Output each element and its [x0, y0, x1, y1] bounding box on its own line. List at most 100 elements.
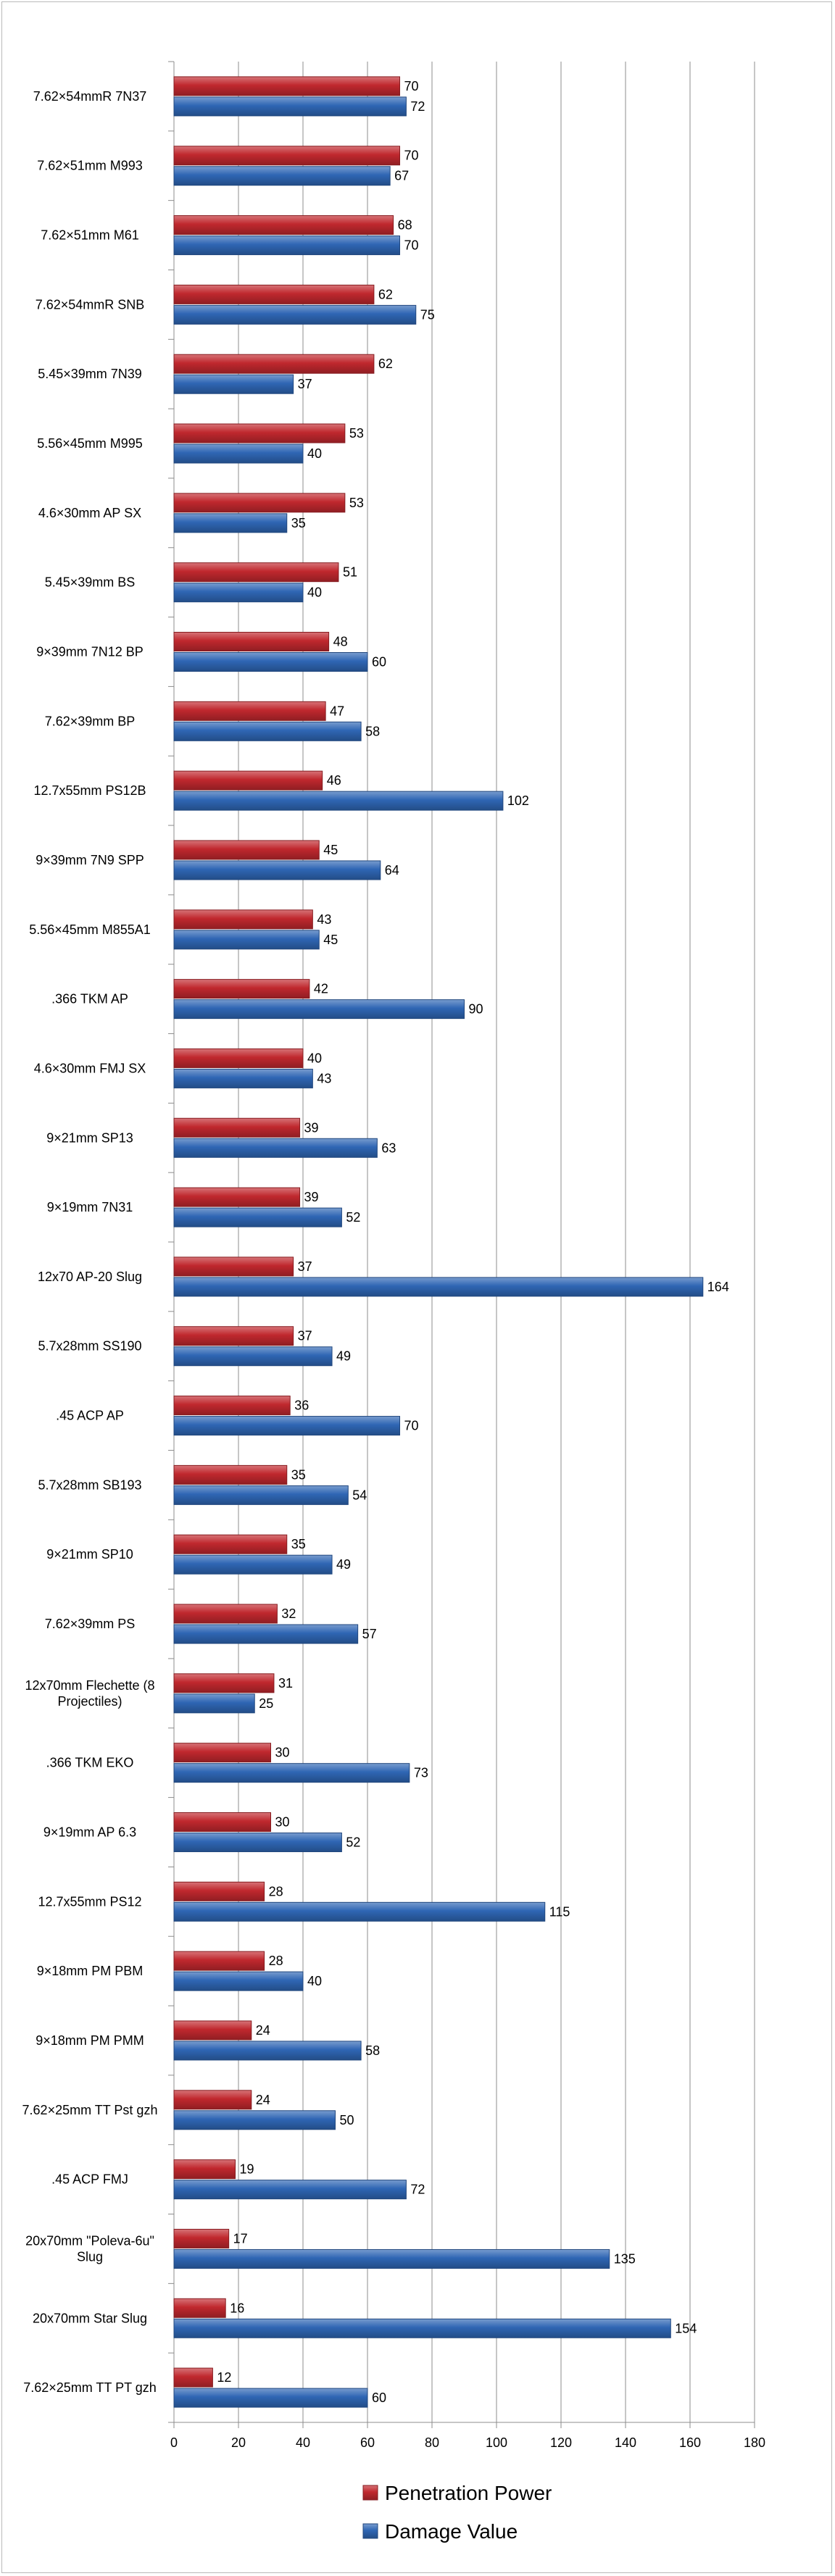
- data-label: 53: [349, 426, 364, 441]
- category-label: 5.56×45mm M855A1: [29, 922, 151, 937]
- data-label: 68: [398, 218, 412, 233]
- data-label: 40: [307, 1974, 322, 1988]
- data-label: 30: [275, 1746, 290, 1760]
- data-label: 37: [298, 377, 312, 391]
- data-label: 35: [291, 1537, 306, 1551]
- penetration-bar: [173, 1464, 288, 1485]
- damage-bar: [173, 374, 294, 394]
- category-label: 7.62×39mm PS: [45, 1617, 136, 1631]
- category-label: 9×39mm 7N12 BP: [36, 645, 144, 659]
- penetration-bar: [173, 423, 346, 443]
- damage-bar: [173, 443, 304, 464]
- data-label: 24: [256, 2093, 270, 2107]
- category-label: 20x70mm Star Slug: [33, 2311, 147, 2325]
- data-label: 39: [304, 1190, 319, 1204]
- penetration-bar: [173, 2159, 236, 2180]
- penetration-bar: [173, 1951, 265, 1971]
- damage-bar: [173, 166, 391, 186]
- damage-bar: [173, 2388, 368, 2408]
- damage-bar: [173, 1624, 359, 1644]
- category-label: 9×19mm AP 6.3: [43, 1825, 136, 1840]
- data-label: 58: [365, 724, 380, 738]
- damage-bar: [173, 1971, 304, 1991]
- data-label: 115: [549, 1904, 570, 1919]
- penetration-bar: [173, 1534, 288, 1554]
- data-label: 52: [346, 1835, 360, 1850]
- damage-bar: [173, 1138, 378, 1158]
- category-label: 5.45×39mm 7N39: [38, 367, 142, 381]
- data-label: 37: [298, 1259, 312, 1274]
- penetration-bar: [173, 146, 400, 166]
- penetration-bar: [173, 979, 310, 999]
- damage-bar: [173, 1901, 546, 1922]
- category-label: 7.62×51mm M61: [41, 228, 139, 243]
- category-label: 7.62×54mmR 7N37: [33, 89, 147, 104]
- penetration-bar: [173, 1812, 271, 1832]
- data-label: 72: [410, 99, 425, 114]
- category-label: 5.7x28mm SS190: [38, 1339, 141, 1354]
- data-label: 37: [298, 1329, 312, 1343]
- x-tick-label: 40: [296, 2435, 310, 2450]
- penetration-bar: [173, 1256, 294, 1277]
- damage-bar: [173, 2110, 336, 2130]
- x-tick-label: 160: [679, 2435, 701, 2450]
- category-label: 20x70mm "Poleva-6u" Slug: [25, 2233, 154, 2264]
- damage-bar: [173, 2180, 407, 2200]
- penetration-bar: [173, 2298, 226, 2318]
- category-label: .366 TKM EKO: [46, 1756, 134, 1770]
- damage-bar: [173, 1693, 255, 1714]
- data-label: 73: [414, 1766, 428, 1780]
- data-label: 54: [352, 1488, 367, 1502]
- data-label: 51: [343, 565, 357, 580]
- data-label: 35: [291, 1467, 306, 1482]
- damage-bar: [173, 1833, 342, 1852]
- data-label: 47: [330, 704, 344, 718]
- damage-bar: [173, 2041, 362, 2061]
- category-label: 7.62×25mm TT PT gzh: [23, 2380, 157, 2395]
- data-label: 45: [323, 843, 338, 857]
- data-label: 67: [394, 169, 409, 183]
- damage-bar: [173, 999, 465, 1020]
- data-label: 42: [314, 982, 328, 996]
- penetration-bar: [173, 493, 346, 513]
- penetration-bar: [173, 76, 400, 96]
- category-label: 12x70mm Flechette (8 Projectiles): [25, 1678, 154, 1709]
- damage-bar: [173, 2318, 671, 2338]
- category-label: .45 ACP FMJ: [51, 2172, 128, 2187]
- data-label: 36: [294, 1399, 309, 1413]
- category-label: 5.56×45mm M995: [37, 436, 143, 451]
- x-tick-label: 120: [550, 2435, 572, 2450]
- data-label: 45: [323, 933, 338, 947]
- category-label: 5.7x28mm SB193: [38, 1477, 141, 1492]
- data-label: 52: [346, 1210, 360, 1225]
- damage-bar: [173, 1485, 349, 1505]
- data-label: 28: [269, 1884, 283, 1898]
- damage-bar: [173, 652, 368, 672]
- data-label: 70: [404, 238, 419, 253]
- data-label: 43: [317, 912, 331, 927]
- data-label: 40: [307, 1051, 322, 1065]
- data-label: 164: [707, 1280, 729, 1294]
- damage-bar: [173, 1554, 333, 1575]
- category-label: .366 TKM AP: [51, 992, 128, 1006]
- data-label: 24: [256, 2023, 270, 2038]
- x-tick-label: 0: [170, 2435, 178, 2450]
- damage-bar: [173, 1763, 410, 1783]
- legend-swatch: [362, 2485, 378, 2501]
- penetration-bar: [173, 2228, 230, 2248]
- x-tick-label: 180: [744, 2435, 765, 2450]
- data-label: 40: [307, 446, 322, 461]
- category-label: 9×21mm SP10: [46, 1547, 133, 1562]
- penetration-bar: [173, 2020, 252, 2041]
- data-label: 40: [307, 585, 322, 600]
- data-label: 90: [469, 1002, 483, 1017]
- penetration-bar: [173, 1881, 265, 1901]
- category-label: 4.6×30mm AP SX: [38, 506, 141, 520]
- damage-bar: [173, 930, 320, 950]
- category-label: 7.62×25mm TT Pst gzh: [22, 2103, 158, 2117]
- data-label: 30: [275, 1815, 290, 1830]
- damage-bar: [173, 721, 362, 741]
- legend-label: Penetration Power: [385, 2482, 552, 2504]
